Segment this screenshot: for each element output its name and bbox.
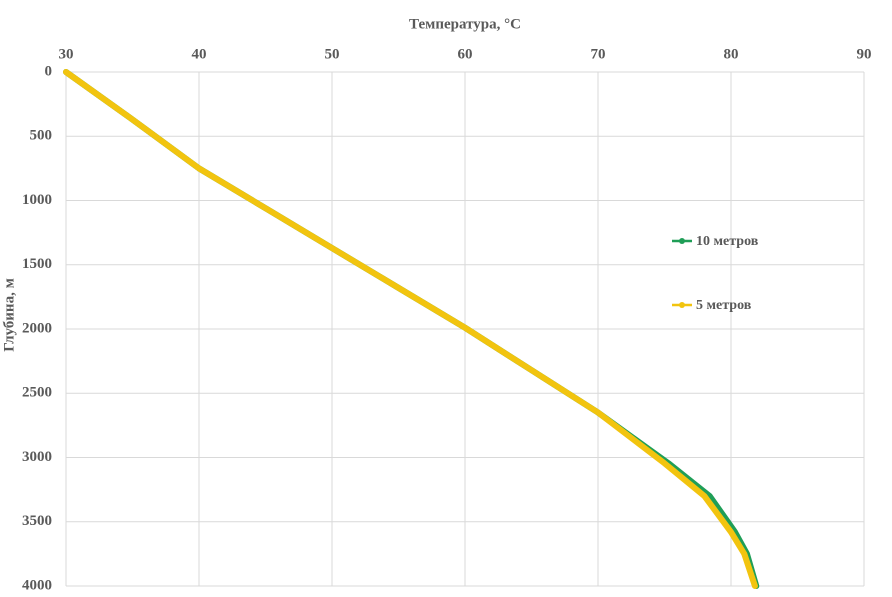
legend-label: 5 метров [696, 298, 752, 313]
y-tick-label: 2500 [22, 385, 52, 401]
y-tick-label: 1500 [22, 256, 52, 272]
x-tick-label: 40 [192, 46, 207, 62]
x-tick-label: 70 [591, 46, 606, 62]
y-axis-title: Глубина, м [1, 278, 17, 352]
y-tick-label: 2000 [22, 320, 52, 336]
legend-marker [679, 302, 685, 308]
y-tick-label: 3000 [22, 449, 52, 465]
x-axis-title: Температура, °C [409, 16, 521, 32]
x-tick-label: 60 [458, 46, 473, 62]
x-tick-label: 90 [857, 46, 872, 62]
x-tick-label: 30 [59, 46, 74, 62]
x-tick-label: 50 [325, 46, 340, 62]
y-tick-label: 1000 [22, 192, 52, 208]
y-tick-label: 3500 [22, 513, 52, 529]
y-tick-label: 500 [30, 128, 53, 144]
legend-label: 10 метров [696, 234, 759, 249]
legend-marker [679, 238, 685, 244]
x-tick-label: 80 [724, 46, 739, 62]
y-tick-label: 0 [45, 63, 53, 79]
y-tick-label: 4000 [22, 577, 52, 593]
series-line [63, 69, 758, 589]
